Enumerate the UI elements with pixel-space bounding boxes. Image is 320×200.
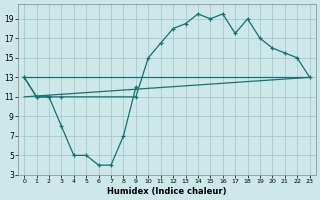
X-axis label: Humidex (Indice chaleur): Humidex (Indice chaleur) [107, 187, 227, 196]
